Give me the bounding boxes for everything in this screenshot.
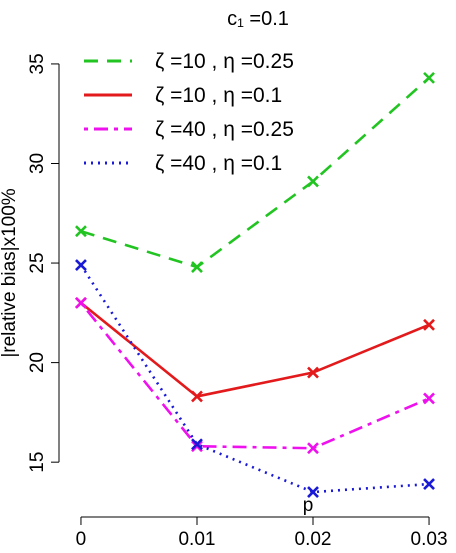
x-axis: 0 0.01 0.02 0.03 — [76, 516, 448, 550]
legend-label-4: ζ =40 , η =0.1 — [155, 152, 282, 175]
series-2-line — [80, 301, 430, 398]
series-4-point-2 — [307, 486, 319, 498]
series-2 — [75, 296, 435, 403]
series-4 — [75, 259, 435, 498]
point-mark-b — [307, 366, 319, 379]
series-2-point-2 — [307, 366, 319, 379]
y-axis: 15 20 25 30 35 — [27, 53, 60, 473]
legend-item-2: ζ =10 , η =0.1 — [84, 84, 282, 107]
legend-item-4: ζ =40 , η =0.1 — [84, 152, 282, 175]
legend-label-1: ζ =10 , η =0.25 — [155, 50, 294, 73]
point-mark-b — [191, 440, 203, 453]
x-tick-label-3: 0.03 — [411, 529, 448, 550]
point-mark-b — [75, 296, 87, 309]
y-tick-label-30: 30 — [27, 153, 48, 174]
series-3 — [75, 296, 435, 455]
y-tick-label-20: 20 — [27, 352, 48, 373]
point-mark-b — [307, 175, 319, 188]
point-mark-b — [191, 438, 203, 451]
series-4-point-0 — [75, 259, 87, 271]
legend: ζ =10 , η =0.25 ζ =10 , η =0.1 ζ =40 , η =… — [84, 50, 294, 175]
series-4-point-3 — [423, 478, 435, 490]
point-mark-b — [75, 259, 87, 271]
x-tick-label-2: 0.02 — [295, 529, 332, 550]
x-tick-label-0: 0 — [76, 529, 87, 550]
point-mark-b — [423, 392, 435, 405]
point-mark-b — [75, 225, 87, 238]
legend-item-3: ζ =40 , η =0.25 — [84, 118, 294, 141]
series-3-point-2 — [307, 442, 319, 455]
series-2-point-3 — [423, 318, 435, 331]
x-tick-label-1: 0.01 — [178, 529, 215, 550]
legend-label-3: ζ =40 , η =0.25 — [155, 118, 294, 141]
y-axis-label: |relative bias|x100% — [0, 188, 20, 357]
series-3-point-0 — [75, 296, 87, 309]
series-2-point-1 — [191, 390, 203, 403]
series-3-line — [79, 302, 430, 450]
series-3-point-3 — [423, 392, 435, 405]
point-mark-b — [191, 261, 203, 273]
series-4-point-1 — [191, 438, 203, 451]
point-mark-b — [307, 442, 319, 455]
series-1-point-2 — [307, 175, 319, 188]
x-axis-label: p — [303, 495, 314, 516]
series-1-point-0 — [75, 225, 87, 238]
point-mark-b — [423, 478, 435, 490]
chart-title: c₁ =0.1 — [227, 8, 289, 30]
series-1-point-1 — [191, 261, 203, 273]
legend-item-1: ζ =10 , η =0.25 — [84, 50, 294, 73]
series-layer — [75, 71, 435, 498]
y-tick-label-35: 35 — [27, 53, 48, 74]
point-mark-b — [423, 71, 435, 84]
legend-label-2: ζ =10 , η =0.1 — [155, 84, 282, 107]
series-4-line — [79, 264, 430, 494]
point-mark-b — [191, 390, 203, 403]
y-tick-label-15: 15 — [27, 452, 48, 473]
series-1-point-3 — [423, 71, 435, 84]
point-mark-b — [307, 486, 319, 498]
point-mark-b — [423, 318, 435, 331]
series-3-point-1 — [191, 440, 203, 453]
series-1-line — [80, 76, 430, 269]
series-1 — [75, 71, 435, 273]
y-tick-label-25: 25 — [27, 252, 48, 273]
